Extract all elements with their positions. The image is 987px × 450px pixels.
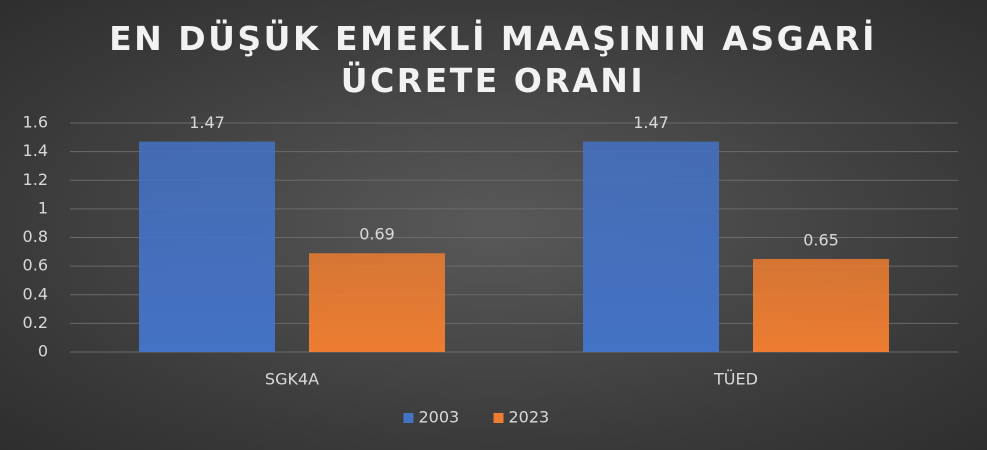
legend-swatch: [493, 413, 504, 423]
chart-title: EN DÜŞÜK EMEKLİ MAAŞININ ASGARİ ÜCRETE O…: [109, 19, 877, 100]
y-tick-label: 0.2: [23, 313, 48, 332]
y-tick-label: 1.6: [23, 113, 48, 132]
x-tick-label: TÜED: [713, 370, 758, 389]
y-tick-label: 0.4: [23, 284, 48, 303]
legend-swatch: [403, 413, 414, 423]
value-label: 0.69: [359, 225, 395, 244]
value-label: 1.47: [633, 113, 669, 132]
bar: [583, 141, 719, 352]
bar: [309, 253, 445, 352]
value-label: 1.47: [189, 113, 225, 132]
legend-label: 2023: [509, 408, 550, 427]
value-label: 0.65: [803, 230, 839, 249]
y-tick-label: 0.6: [23, 256, 48, 275]
y-tick-label: 1.4: [23, 141, 48, 160]
legend-label: 2003: [419, 408, 460, 427]
y-tick-label: 0.8: [23, 227, 48, 246]
x-tick-label: SGK4A: [265, 370, 319, 389]
y-tick-label: 1.2: [23, 170, 48, 189]
bar: [753, 258, 889, 352]
y-tick-label: 1: [38, 198, 48, 217]
y-tick-label: 0: [38, 342, 48, 361]
bar: [139, 141, 275, 352]
